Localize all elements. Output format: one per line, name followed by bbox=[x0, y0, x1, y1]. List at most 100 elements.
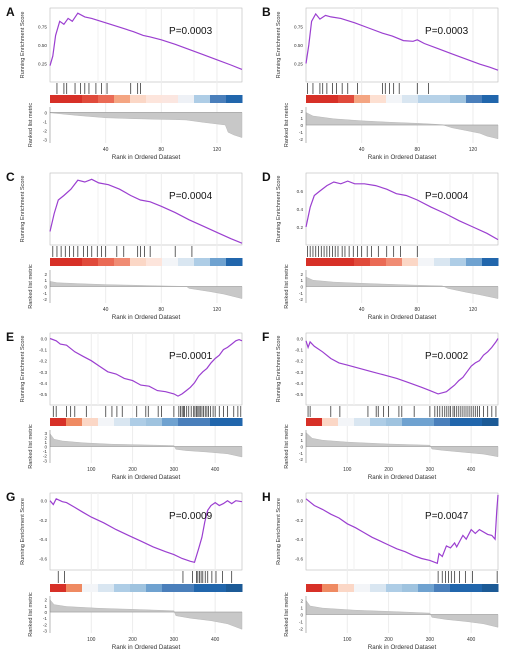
rank-heat-segment bbox=[50, 258, 67, 266]
y-axis-label: Running Enrichment Score bbox=[20, 498, 26, 565]
rank-heat-segment bbox=[130, 95, 147, 103]
p-value-label: P=0.0047 bbox=[425, 511, 469, 522]
enrichment-curve bbox=[49, 337, 243, 397]
metric-tick-label: -2 bbox=[43, 128, 48, 133]
metric-tick-label: -3 bbox=[43, 137, 48, 142]
panel-label: A bbox=[6, 5, 15, 19]
panel-g: G 0.0 -0.2 -0.4 -0.6 P=0.0009 210-1-2 -3 100 200 3… bbox=[6, 490, 243, 651]
rank-heat-segment bbox=[386, 258, 403, 266]
rank-heat-segment bbox=[482, 584, 499, 592]
panel-label: C bbox=[6, 170, 15, 184]
rank-heat-segment bbox=[178, 584, 195, 592]
metric-tick-label: 0 bbox=[300, 123, 303, 128]
rank-heat-segment bbox=[306, 258, 323, 266]
metric-tick-label: -1 bbox=[299, 451, 304, 456]
rank-heat-segment bbox=[338, 95, 355, 103]
x-tick-label: 300 bbox=[426, 467, 435, 473]
panel-b: B 0.75 0.50 0.25 P=0.0003 2 1 0 -1 -2 40 80 120 Rank … bbox=[262, 5, 499, 161]
rank-heat-segment bbox=[386, 584, 403, 592]
y-tick-label: 0.0 bbox=[41, 337, 48, 342]
metric-tick-label: 2 bbox=[44, 435, 47, 440]
x-tick-label: 100 bbox=[87, 467, 96, 473]
x-tick-label: 120 bbox=[469, 307, 478, 313]
y-tick-label: -0.2 bbox=[295, 518, 303, 523]
y-tick-label: 0.0 bbox=[41, 499, 48, 504]
ranked-metric-area bbox=[305, 276, 499, 299]
rank-heat-segment bbox=[66, 418, 83, 426]
x-tick-label: 80 bbox=[415, 307, 421, 313]
y-tick-label: -0.5 bbox=[39, 392, 47, 397]
y-axis-label: Running Enrichment Score bbox=[276, 12, 282, 79]
panel-label: E bbox=[6, 330, 14, 344]
metric-axis-label: Ranked list metric bbox=[284, 424, 290, 469]
metric-axis-label: Ranked list metric bbox=[28, 592, 34, 637]
rank-heat-segment bbox=[194, 418, 211, 426]
metric-tick-label: 2 bbox=[300, 598, 303, 603]
y-tick-label: -0.5 bbox=[295, 392, 303, 397]
rank-heat-segment bbox=[82, 95, 99, 103]
metric-axis-label: Ranked list metric bbox=[28, 103, 34, 148]
rank-heat-segment bbox=[450, 95, 467, 103]
x-axis-label: Rank in Ordered Dataset bbox=[368, 154, 437, 161]
x-tick-label: 120 bbox=[213, 147, 222, 153]
x-axis-label: Rank in Ordered Dataset bbox=[112, 314, 181, 321]
rank-heat-segment bbox=[82, 584, 99, 592]
rank-heat-segment bbox=[130, 584, 147, 592]
p-value-label: P=0.0001 bbox=[169, 351, 213, 362]
metric-tick-label: -1 bbox=[43, 291, 48, 296]
metric-tick-label: 2 bbox=[44, 272, 47, 277]
rank-heat-segment bbox=[322, 258, 339, 266]
metric-tick-label: -1 bbox=[43, 449, 48, 454]
enrichment-curve bbox=[305, 12, 499, 71]
metric-tick-label: -1 bbox=[43, 616, 48, 621]
rank-heat-segment bbox=[146, 584, 163, 592]
rank-heat-segment bbox=[306, 95, 323, 103]
metric-tick-label: 2 bbox=[300, 272, 303, 277]
metric-tick-label: 2 bbox=[300, 109, 303, 114]
rank-heat-segment bbox=[162, 418, 179, 426]
rank-heat-segment bbox=[114, 584, 131, 592]
metric-tick-label: -1 bbox=[43, 119, 48, 124]
metric-tick-label: 1 bbox=[44, 440, 47, 445]
x-tick-label: 100 bbox=[343, 467, 352, 473]
y-tick-label: -0.2 bbox=[39, 518, 47, 523]
y-tick-label: -0.6 bbox=[39, 556, 47, 561]
rank-heat-segment bbox=[418, 418, 435, 426]
ranked-metric-area bbox=[49, 281, 243, 299]
rank-heat-segment bbox=[370, 418, 387, 426]
x-tick-label: 40 bbox=[103, 307, 109, 313]
x-tick-label: 200 bbox=[128, 637, 137, 643]
x-tick-label: 120 bbox=[213, 307, 222, 313]
rank-heat-segment bbox=[130, 418, 147, 426]
rank-heat-segment bbox=[178, 95, 195, 103]
metric-tick-label: -2 bbox=[43, 297, 48, 302]
x-tick-label: 400 bbox=[211, 637, 220, 643]
rank-heat-segment bbox=[98, 258, 115, 266]
p-value-label: P=0.0003 bbox=[169, 26, 213, 37]
metric-tick-label: 0 bbox=[300, 445, 303, 450]
x-tick-label: 200 bbox=[384, 637, 393, 643]
panel-e: E 0.0 -0.1 -0.2 -0.3 -0.4 -0.5 P=0.0001 3210-1-2… bbox=[6, 330, 243, 481]
rank-heat-segment bbox=[322, 418, 339, 426]
rank-heat-segment bbox=[450, 258, 467, 266]
rank-heat-segment bbox=[482, 258, 499, 266]
y-tick-label: -0.3 bbox=[39, 370, 47, 375]
rank-heat-segment bbox=[402, 258, 419, 266]
p-value-label: P=0.0004 bbox=[425, 191, 469, 202]
x-tick-label: 200 bbox=[384, 467, 393, 473]
metric-tick-label: 1 bbox=[44, 278, 47, 283]
x-axis-label: Rank in Ordered Dataset bbox=[112, 154, 181, 161]
rank-heat-segment bbox=[338, 418, 355, 426]
y-tick-label: -0.4 bbox=[39, 537, 47, 542]
rank-heat-segment bbox=[370, 584, 387, 592]
x-axis-label: Rank in Ordered Dataset bbox=[112, 474, 181, 481]
metric-tick-label: -3 bbox=[43, 458, 48, 463]
y-tick-label: -0.1 bbox=[39, 348, 47, 353]
metric-tick-label: 0 bbox=[300, 613, 303, 618]
panel-label: G bbox=[6, 490, 15, 504]
y-tick-label: -0.4 bbox=[39, 381, 47, 386]
rank-heat-segment bbox=[434, 418, 451, 426]
metric-tick-label: -2 bbox=[299, 297, 304, 302]
metric-tick-label: 3 bbox=[44, 431, 47, 436]
rank-heat-segment bbox=[178, 418, 195, 426]
